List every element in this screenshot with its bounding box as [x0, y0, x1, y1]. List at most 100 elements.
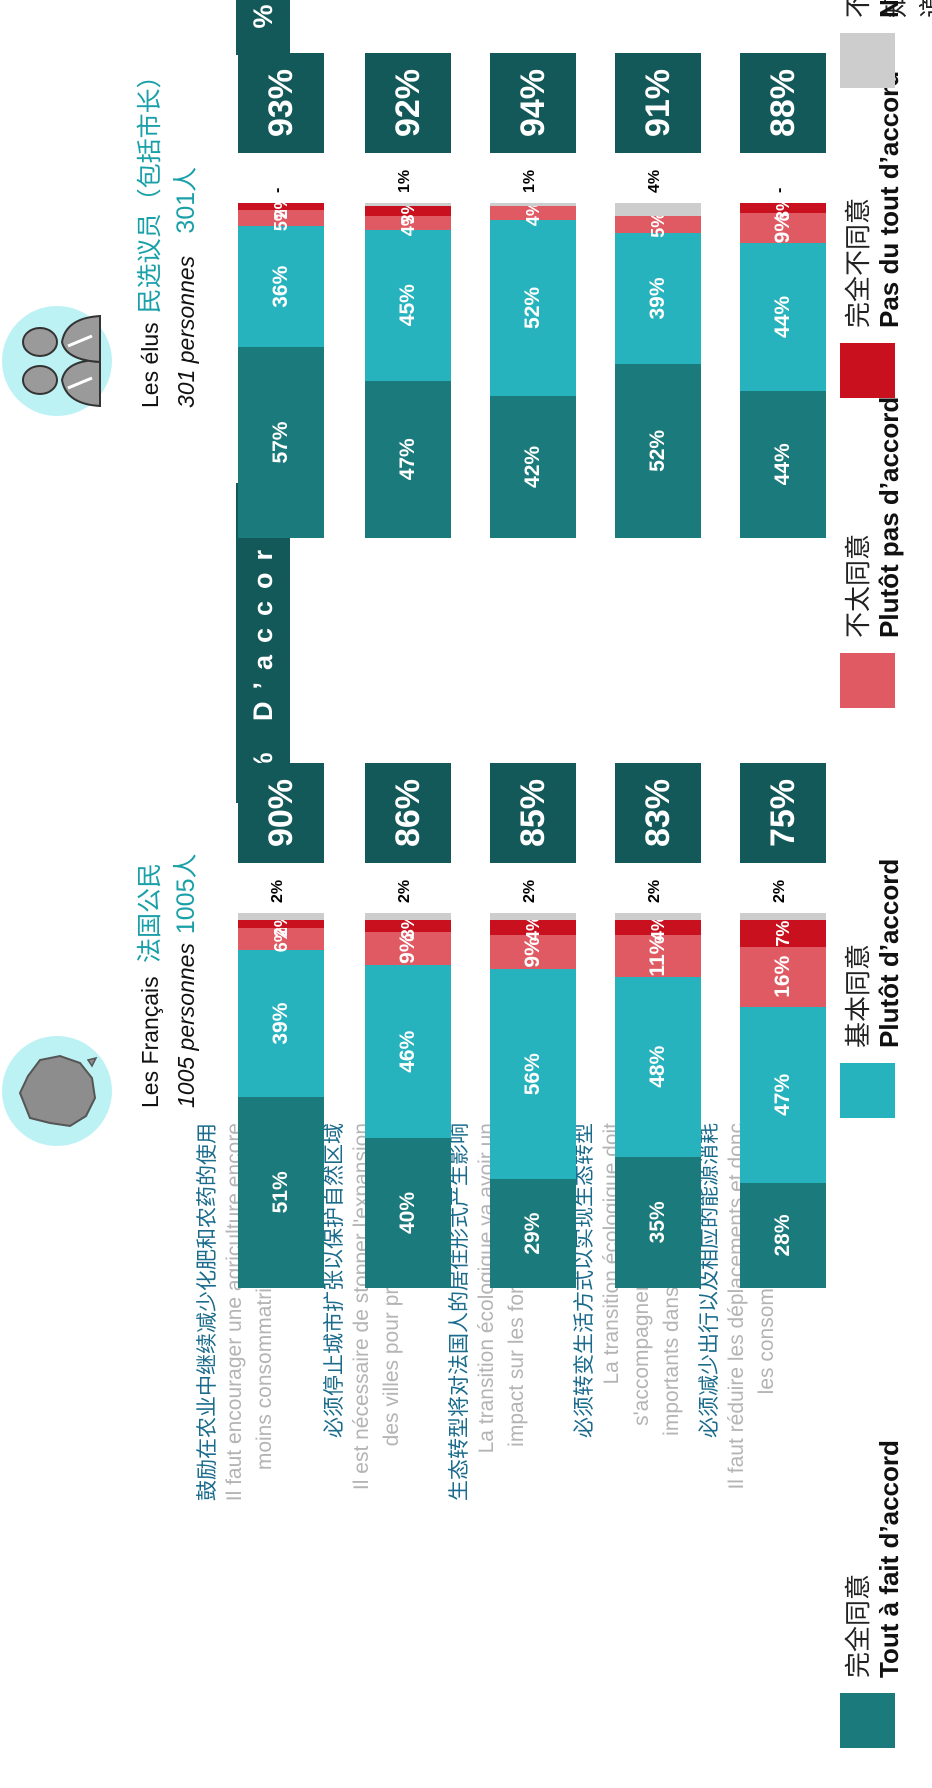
- bar-segment-pasdutout: 7%: [740, 920, 826, 947]
- bar-segment-tout: 29%: [490, 1179, 576, 1288]
- data-label: 36%: [269, 265, 292, 308]
- bar-segment-plutot: 56%: [490, 969, 576, 1180]
- legend-swatch: [840, 343, 895, 398]
- total-agree: 75%: [740, 763, 826, 863]
- group-count-zh: 301人: [172, 166, 200, 234]
- data-label: 35%: [646, 1201, 669, 1244]
- bar-row: 40% 46% 9% 3%: [365, 913, 451, 1288]
- data-label: 29%: [521, 1212, 544, 1255]
- group-count-fr: 1005 personnes: [173, 943, 199, 1108]
- bar-segment-plutotpas: 4%: [490, 200, 576, 226]
- data-label: 3%: [772, 195, 793, 222]
- nsp-label: 2%: [269, 879, 286, 903]
- nsp-label: -: [771, 187, 788, 193]
- bar-row: 28% 47% 16% 7%: [740, 913, 826, 1288]
- legend-label-zh: 不太同意: [843, 533, 873, 638]
- nsp-label: 2%: [396, 879, 413, 903]
- data-label: 52%: [646, 429, 669, 472]
- bar-segment-tout: 28%: [740, 1183, 826, 1288]
- data-label: 46%: [396, 1030, 419, 1073]
- statement-zh: 必须转变生活方式以实现生态转型: [573, 1123, 596, 1438]
- bar-segment-plutotpas: 5%: [615, 212, 701, 238]
- total-agree: 88%: [740, 53, 826, 153]
- legend-label-fr: Plutôt pas d’accord: [874, 396, 904, 638]
- data-label: 45%: [396, 284, 419, 327]
- bar-segment-nsp: [615, 203, 701, 217]
- bar-segment-pasdutout: 3%: [365, 913, 451, 939]
- bar-segment-tout: 52%: [615, 363, 701, 538]
- nsp-label: 1%: [521, 169, 538, 193]
- data-label: 57%: [269, 421, 292, 464]
- data-label: 39%: [646, 277, 669, 320]
- bar-segment-tout: 42%: [490, 395, 576, 538]
- bar-row: 35% 48% 11% 4%: [615, 913, 701, 1288]
- nsp-label: 2%: [646, 879, 663, 903]
- total-agree: 93%: [238, 53, 324, 153]
- data-label: 44%: [771, 295, 794, 338]
- legend-swatch: [840, 1063, 895, 1118]
- bar-segment-pasdutout: 3%: [740, 195, 826, 221]
- data-label: 28%: [771, 1214, 794, 1257]
- legend-label-fr: NSP: [874, 0, 905, 18]
- total-agree: 94%: [490, 53, 576, 153]
- group-label-elus: Les élus 民选议员（包括市长） 301 personnes 301人: [130, 8, 202, 408]
- nsp-label: 2%: [771, 879, 788, 903]
- bar-row: 57% 36% 5% 2%: [238, 193, 324, 538]
- data-label: 52%: [521, 286, 544, 329]
- bar-segment-plutot: 46%: [365, 965, 451, 1138]
- group-count-fr: 301 personnes: [173, 255, 199, 408]
- group-count-zh: 1005人: [172, 853, 200, 935]
- bar-segment-tout: 40%: [365, 1138, 451, 1288]
- bar-segment-pasdutout: 4%: [615, 915, 701, 941]
- nsp-label: 1%: [396, 169, 413, 193]
- data-label: 48%: [646, 1045, 669, 1088]
- statement-zh: 必须减少出行以及相应的能源消耗: [698, 1123, 721, 1438]
- bar-segment-tout: 47%: [365, 380, 451, 538]
- statement-zh: 鼓励在农业中继续减少化肥和农药的使用: [196, 1123, 219, 1501]
- bar-segment-plutotpas: 16%: [740, 946, 826, 1007]
- bar-segment-plutot: 45%: [365, 229, 451, 381]
- data-label: 2%: [270, 193, 291, 220]
- nsp-label: 4%: [646, 169, 663, 193]
- bar-row: 51% 39% 6% 2%: [238, 911, 324, 1288]
- bar-segment-nsp: [740, 913, 826, 921]
- bar-segment-tout: 51%: [238, 1096, 324, 1288]
- bar-segment-plutot: 44%: [740, 243, 826, 391]
- data-label: 56%: [521, 1053, 544, 1096]
- data-label: 9%: [521, 937, 544, 968]
- legend-label-fr: Plutôt d’accord: [874, 858, 904, 1048]
- data-label: 44%: [771, 443, 794, 486]
- data-label: 16%: [771, 955, 794, 998]
- total-agree: 83%: [615, 763, 701, 863]
- data-label: 39%: [269, 1002, 292, 1045]
- bar-segment-plutot: 52%: [490, 219, 576, 396]
- bar-segment-tout: 44%: [740, 390, 826, 538]
- data-label: 42%: [521, 445, 544, 488]
- officials-icon: [0, 303, 115, 418]
- statement-zh: 必须停止城市扩张以保护自然区域: [323, 1123, 346, 1438]
- group-label-francais: Les Français 法国公民 1005 personnes 1005人: [130, 798, 202, 1108]
- data-label: 7%: [772, 920, 793, 947]
- group-name-zh: 民选议员（包括市长）: [136, 63, 164, 314]
- bar-segment-plutot: 39%: [238, 950, 324, 1097]
- total-agree: 91%: [615, 53, 701, 153]
- bar-row: 47% 45% 4% 3%: [365, 198, 451, 538]
- group-name-fr: Les élus: [137, 322, 163, 408]
- legend-swatch: [840, 33, 895, 88]
- bar-segment-nsp: [490, 913, 576, 921]
- bar-segment-pasdutout: 2%: [238, 193, 324, 219]
- legend-label-zh: 完全同意: [843, 1573, 873, 1678]
- bar-segment-plutot: 36%: [238, 226, 324, 348]
- data-label: 51%: [269, 1171, 292, 1214]
- bar-segment-tout: 57%: [238, 347, 324, 538]
- total-agree: 85%: [490, 763, 576, 863]
- total-agree: 90%: [238, 763, 324, 863]
- nsp-label: 2%: [521, 879, 538, 903]
- nsp-label: -: [269, 187, 286, 193]
- statement-zh: 生态转型将对法国人的居住形式产生影响: [448, 1123, 471, 1501]
- group-name-fr: Les Français: [137, 976, 163, 1108]
- legend-swatch: [840, 1693, 895, 1748]
- bar-row: 42% 52% 4%: [490, 200, 576, 538]
- bar-segment-plutot: 47%: [740, 1006, 826, 1183]
